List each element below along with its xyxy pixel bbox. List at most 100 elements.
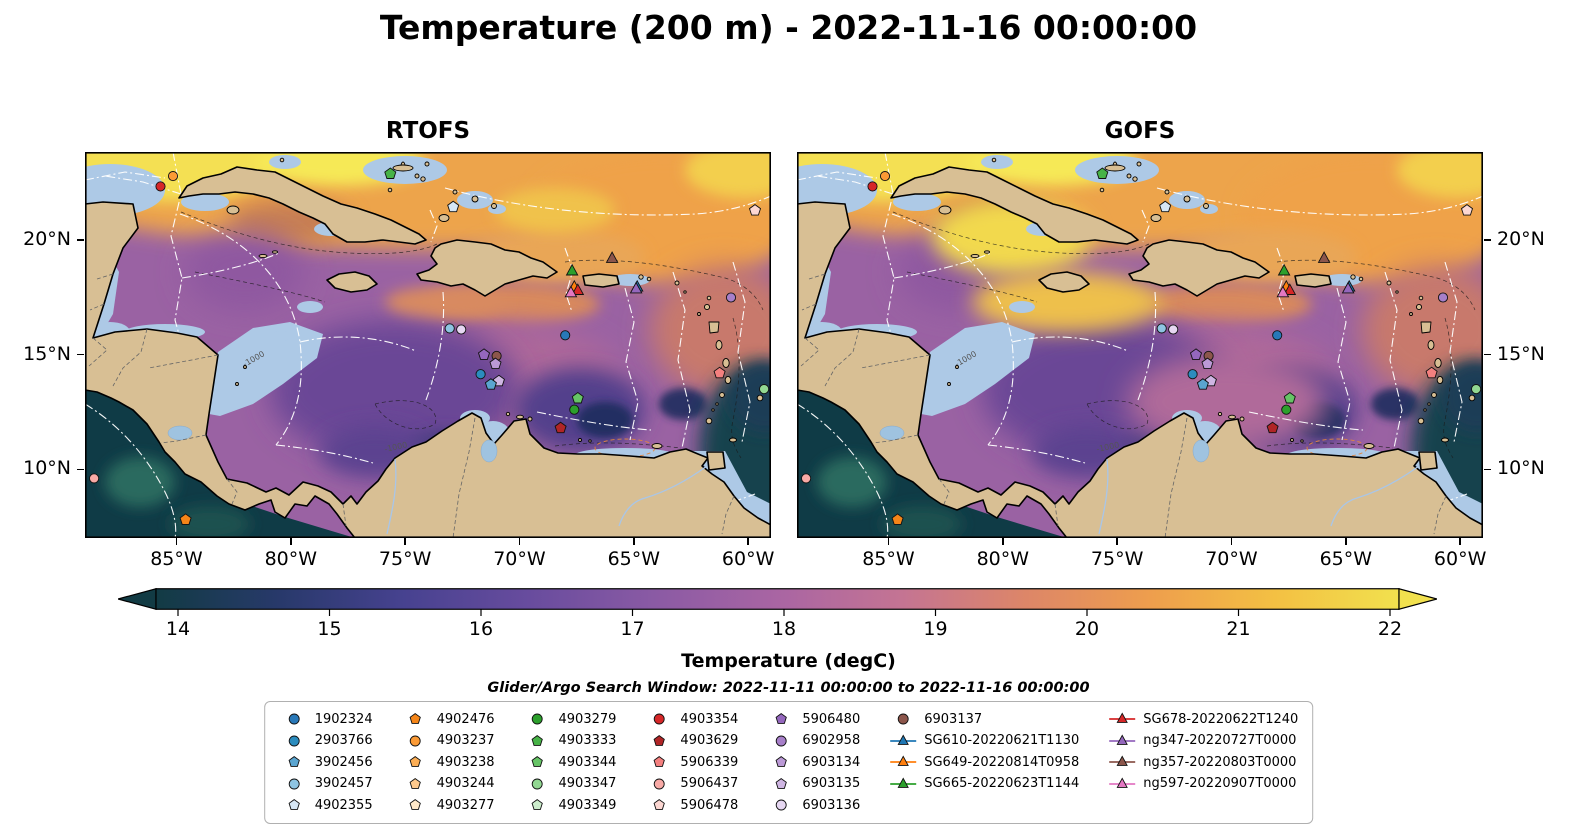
platform-marker-3902456	[484, 378, 497, 390]
legend-entry: 4902476	[401, 709, 495, 730]
legend-entry: 5906437	[644, 774, 738, 795]
legend-label: ng357-20220803T0000	[1143, 754, 1297, 770]
pentagon-marker-icon	[288, 756, 300, 768]
platform-marker-2903766	[475, 369, 486, 380]
lon-tick-label: 80°W	[976, 548, 1030, 570]
pentagon-marker-icon	[775, 777, 787, 789]
lat-tick-label: 10°N	[23, 457, 71, 480]
pentagon-marker-icon	[775, 713, 787, 725]
pentagon-marker-icon	[531, 734, 544, 746]
platform-marker-6902958	[1437, 292, 1449, 303]
pentagon-marker-icon	[409, 777, 422, 789]
legend-label: 6903137	[924, 711, 983, 727]
colorbar-left-arrow	[118, 588, 157, 611]
pentagon-marker-icon	[653, 734, 666, 746]
platform-marker-5906480	[477, 348, 491, 360]
legend-label: 5906480	[802, 711, 861, 727]
platform-marker-6903134	[1201, 357, 1214, 370]
lat-tick-label: 15°N	[23, 342, 71, 365]
lat-tick	[1484, 353, 1491, 356]
lon-tick	[518, 538, 521, 545]
legend-label: SG678-20220622T1240	[1143, 711, 1299, 727]
colorbar-tick-label: 15	[317, 618, 342, 640]
colorbar-tick-label: 19	[923, 618, 948, 640]
colorbar-tick-label: 16	[468, 618, 494, 640]
legend-entry: 1902324	[279, 709, 373, 730]
legend-entry: SG649-20220814T0958	[888, 752, 1079, 773]
platform-markers	[801, 167, 1482, 525]
platform-marker-SG678-20220622T1240	[571, 283, 585, 295]
platform-markers	[89, 167, 770, 525]
legend-entry: 5906480	[766, 709, 860, 730]
platform-marker-5906478	[1460, 204, 1474, 216]
platform-marker-4903629	[1266, 421, 1279, 434]
legend-label: 5906339	[680, 754, 739, 770]
legend-entry: 4903277	[401, 795, 495, 816]
search-window-subtitle: Glider/Argo Search Window: 2022-11-11 00…	[487, 680, 1090, 696]
pentagon-marker-icon	[409, 756, 422, 768]
platform-marker-4902476	[891, 513, 904, 525]
legend-entry: SG678-20220622T1240	[1107, 709, 1298, 730]
colorbar-tick-label: 18	[771, 618, 797, 640]
circle-marker-icon	[653, 713, 665, 725]
platform-marker-ng357-20220803T0000	[1317, 251, 1331, 263]
lon-tick	[290, 538, 292, 545]
platform-marker-ng347-20220727T0000	[629, 281, 643, 294]
pentagon-marker-icon	[531, 799, 544, 811]
map-frame	[797, 152, 1483, 538]
glider-marker-icon	[890, 734, 917, 745]
pentagon-marker-icon	[653, 756, 666, 768]
lat-tick-label: 20°N	[1497, 228, 1545, 251]
legend-label: 5906437	[680, 776, 739, 792]
platform-marker-4903344	[571, 391, 584, 404]
platform-marker-4903279	[569, 404, 580, 415]
legend-entry: 2903766	[279, 731, 373, 752]
legend-entry: ng597-20220907T0000	[1107, 774, 1298, 795]
legend-column-6: 6903137 SG610-20220621T1130 SG649-20220814…	[888, 709, 1079, 816]
legend-label: SG649-20220814T0958	[924, 754, 1080, 770]
lon-tick	[1459, 538, 1461, 545]
map-rtofs	[85, 152, 771, 538]
legend-entry: 5906339	[644, 752, 738, 773]
legend-column-5: 5906480 6902958 6903134 6903135 6903136	[766, 709, 860, 816]
lon-tick-label: 85°W	[150, 548, 203, 570]
platform-marker-4903347	[759, 384, 770, 395]
lat-tick-label: 20°N	[23, 228, 71, 251]
platform-marker-4903333	[384, 167, 397, 179]
legend-label: 4903333	[558, 733, 617, 749]
legend-entry: 6903136	[766, 795, 860, 816]
glider-marker-icon	[890, 777, 917, 788]
legend-entry: 3902457	[279, 774, 373, 795]
legend-entry: 4902355	[279, 795, 373, 816]
legend-label: 4903349	[558, 797, 617, 813]
legend-label: 4902476	[436, 711, 495, 727]
lat-tick	[77, 468, 84, 471]
platform-marker-3902457	[1156, 323, 1167, 334]
legend-entry: 4903344	[523, 752, 616, 773]
platform-marker-4902476	[179, 513, 192, 525]
legend-label: 2903766	[314, 733, 373, 749]
platform-marker-5906339	[1425, 366, 1438, 379]
colorbar-body	[155, 588, 1400, 610]
map-gofs	[797, 152, 1483, 538]
lat-tick	[77, 353, 84, 356]
lon-tick	[404, 538, 406, 545]
legend-label: 4903277	[436, 797, 495, 813]
legend-label: 4903354	[680, 711, 739, 727]
lon-tick	[747, 538, 749, 545]
legend-entry: ng347-20220727T0000	[1107, 731, 1298, 752]
lon-tick	[175, 538, 178, 545]
panel-title-gofs: GOFS	[1104, 118, 1176, 144]
lon-tick	[1345, 538, 1347, 545]
legend-entry: SG665-20220623T1144	[888, 774, 1079, 795]
lon-tick-label: 80°W	[264, 548, 318, 570]
lon-tick-label: 70°W	[1205, 548, 1258, 570]
legend-entry: 6903135	[766, 774, 860, 795]
colorbar-tick-label: 22	[1377, 618, 1403, 640]
legend-entry: 6902958	[766, 731, 860, 752]
lon-tick-label: 65°W	[607, 548, 661, 570]
platform-marker-6903134	[489, 357, 502, 370]
legend-label: 1902324	[314, 711, 373, 727]
glider-marker-icon	[1109, 734, 1136, 745]
